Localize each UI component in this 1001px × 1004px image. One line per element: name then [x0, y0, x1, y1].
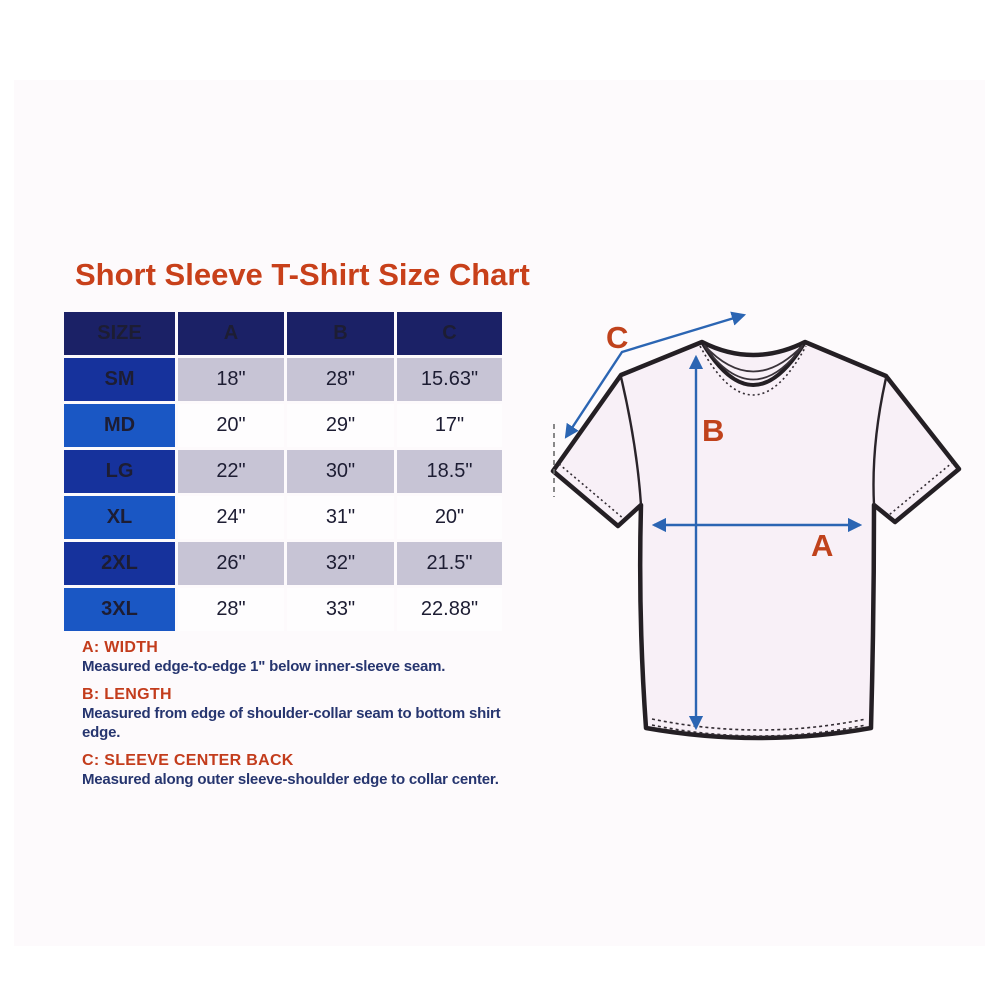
note-label: B: LENGTH: [82, 686, 172, 703]
label-c: C: [606, 320, 628, 355]
size-table: SIZE A B C SM 18" 28" 15.63" MD 20" 29" …: [61, 309, 505, 634]
note-description: Measured from edge of shoulder-collar se…: [82, 705, 501, 741]
label-b: B: [702, 413, 724, 448]
note-description: Measured along outer sleeve-shoulder edg…: [82, 771, 499, 788]
note-b: B: LENGTH Measured from edge of shoulder…: [82, 685, 532, 742]
collar-stitch-line: [699, 345, 807, 396]
table-row: SM 18" 28" 15.63": [64, 358, 502, 401]
note-description: Measured edge-to-edge 1" below inner-sle…: [82, 658, 446, 675]
column-header-c: C: [397, 312, 502, 355]
hem-stitch-line: [651, 718, 867, 731]
measurement-cell: 24": [178, 496, 284, 539]
measurement-cell: 31": [287, 496, 394, 539]
measurement-cell: 18.5": [397, 450, 502, 493]
column-header-a: A: [178, 312, 284, 355]
note-label: A: WIDTH: [82, 639, 159, 656]
note-label: C: SLEEVE CENTER BACK: [82, 752, 294, 769]
note-c: C: SLEEVE CENTER BACK Measured along out…: [82, 751, 532, 789]
armhole-seam-right: [872, 377, 888, 506]
cuff-stitch-left: [558, 463, 625, 520]
column-header-size: SIZE: [64, 312, 175, 355]
size-cell: 3XL: [64, 588, 175, 631]
size-cell: XL: [64, 496, 175, 539]
measurement-cell: 17": [397, 404, 502, 447]
measurement-cell: 32": [287, 542, 394, 585]
sleeve-arrow: [564, 311, 747, 439]
measurement-cell: 18": [178, 358, 284, 401]
measurement-cell: 22": [178, 450, 284, 493]
table-row: XL 24" 31" 20": [64, 496, 502, 539]
size-cell: LG: [64, 450, 175, 493]
measurement-cell: 33": [287, 588, 394, 631]
tshirt-outline: [550, 339, 962, 741]
tshirt-diagram: C B A: [550, 311, 962, 741]
measurement-cell: 29": [287, 404, 394, 447]
page-title: Short Sleeve T-Shirt Size Chart: [75, 257, 530, 292]
cuff-stitch-right: [888, 461, 954, 516]
measurement-cell: 15.63": [397, 358, 502, 401]
table-row: 2XL 26" 32" 21.5": [64, 542, 502, 585]
measurement-cell: 22.88": [397, 588, 502, 631]
measurement-notes: A: WIDTH Measured edge-to-edge 1" below …: [82, 638, 532, 798]
hem-stitch-line: [651, 724, 867, 737]
size-cell: SM: [64, 358, 175, 401]
measurement-cell: 28": [287, 358, 394, 401]
table-row: LG 22" 30" 18.5": [64, 450, 502, 493]
measurement-cell: 28": [178, 588, 284, 631]
table-row: MD 20" 29" 17": [64, 404, 502, 447]
table-row: 3XL 28" 33" 22.88": [64, 588, 502, 631]
measurement-cell: 20": [397, 496, 502, 539]
size-cell: 2XL: [64, 542, 175, 585]
measurement-cell: 30": [287, 450, 394, 493]
measurement-cell: 20": [178, 404, 284, 447]
label-a: A: [811, 528, 833, 563]
measurement-cell: 26": [178, 542, 284, 585]
measurement-cell: 21.5": [397, 542, 502, 585]
table-header-row: SIZE A B C: [64, 312, 502, 355]
note-a: A: WIDTH Measured edge-to-edge 1" below …: [82, 638, 532, 676]
size-cell: MD: [64, 404, 175, 447]
column-header-b: B: [287, 312, 394, 355]
